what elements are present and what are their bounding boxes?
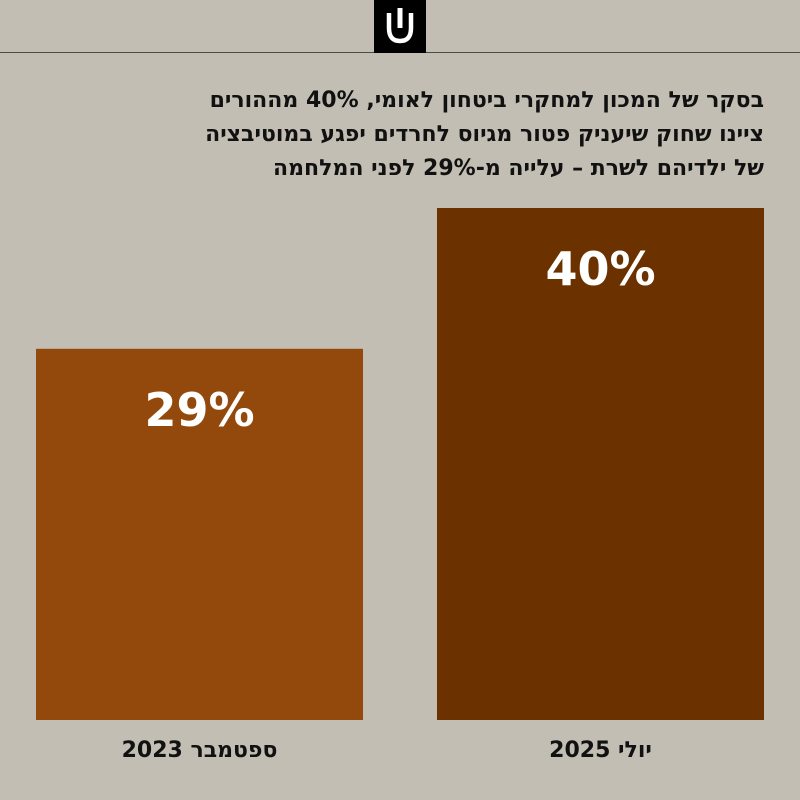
chart-title-line-1: בסקר של המכון למחקרי ביטחון לאומי, 40% מ… xyxy=(209,88,764,113)
category-label-2: יולי 2025 xyxy=(549,738,652,763)
chart-title-line-2: ציינו שחוק שיעניק פטור מגיוס לחרדים יפגע… xyxy=(205,122,764,147)
bar-1 xyxy=(36,348,363,720)
bar-2 xyxy=(437,208,764,720)
chart-title: בסקר של המכון למחקרי ביטחון לאומי, 40% מ… xyxy=(64,84,764,186)
bar-value-label-1: 29% xyxy=(144,383,254,437)
ynet-logo-icon xyxy=(374,0,426,53)
bar-value-label-2: 40% xyxy=(545,242,655,296)
category-label-1: ספטמבר 2023 xyxy=(122,738,278,763)
chart-title-line-3: של ילדיהם לשרת – עלייה מ-29% לפני המלחמה xyxy=(273,156,764,181)
